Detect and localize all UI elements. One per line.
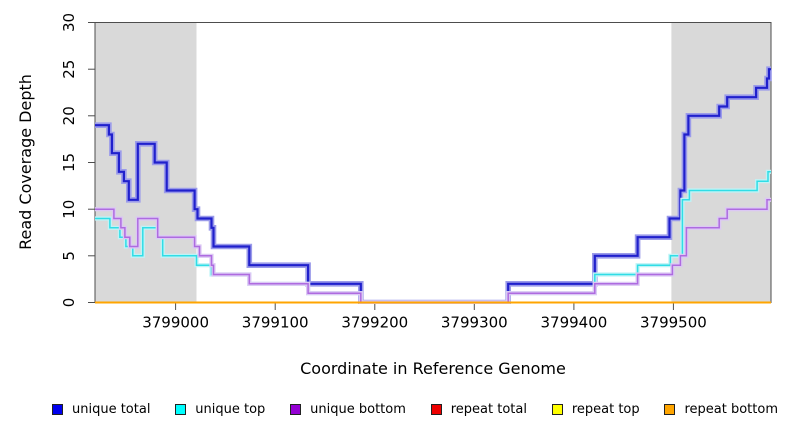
y-tick-label: 5 xyxy=(60,251,78,261)
legend-swatch-repeat-total xyxy=(430,403,442,415)
y-tick-label: 15 xyxy=(60,153,78,172)
legend-swatch-repeat-top xyxy=(551,403,563,415)
shaded-region-left xyxy=(95,22,197,303)
legend-label-unique-bottom: unique bottom xyxy=(310,401,406,417)
x-tick-label: 3799200 xyxy=(341,314,408,332)
legend-swatch-repeat-bottom xyxy=(664,403,676,415)
legend-item-unique-total: unique total xyxy=(52,402,150,417)
legend-label-unique-top: unique top xyxy=(195,401,266,417)
legend-item-repeat-bottom: repeat bottom xyxy=(664,402,778,417)
x-tick-label: 3799400 xyxy=(540,314,607,332)
legend-swatch-unique-bottom xyxy=(290,403,302,415)
legend-swatch-unique-total xyxy=(52,403,63,415)
y-axis-title: Read Coverage Depth xyxy=(16,74,35,250)
legend: unique total unique top unique bottom repea… xyxy=(0,394,792,424)
y-tick-label: 0 xyxy=(60,298,78,308)
x-tick-label: 3799000 xyxy=(142,314,209,332)
y-tick-label: 25 xyxy=(60,60,78,79)
coverage-chart: 3799000 3799100 3799200 3799300 3799400 37995… xyxy=(16,13,772,378)
y-tick-label: 20 xyxy=(60,106,78,125)
legend-swatch-unique-top xyxy=(175,403,187,415)
x-axis-title: Coordinate in Reference Genome xyxy=(300,359,566,378)
series-line-unique-total xyxy=(95,68,771,304)
x-tick-label: 3799100 xyxy=(242,314,309,332)
y-tick-label: 10 xyxy=(60,200,78,219)
legend-item-repeat-top: repeat top xyxy=(551,401,640,417)
legend-label-repeat-top: repeat top xyxy=(571,401,640,417)
legend-item-unique-top: unique top xyxy=(175,402,265,417)
legend-item-repeat-total: repeat total xyxy=(430,401,527,417)
series-line-unique-bottom xyxy=(95,199,771,304)
y-tick-label: 30 xyxy=(60,13,78,32)
legend-item-unique-bottom: unique bottom xyxy=(290,402,406,417)
legend-label-repeat-bottom: repeat bottom xyxy=(684,401,778,417)
legend-label-repeat-total: repeat total xyxy=(450,401,527,417)
x-tick-label: 3799300 xyxy=(441,314,508,332)
x-tick-label: 3799500 xyxy=(640,314,707,332)
legend-label-unique-total: unique total xyxy=(72,401,151,417)
